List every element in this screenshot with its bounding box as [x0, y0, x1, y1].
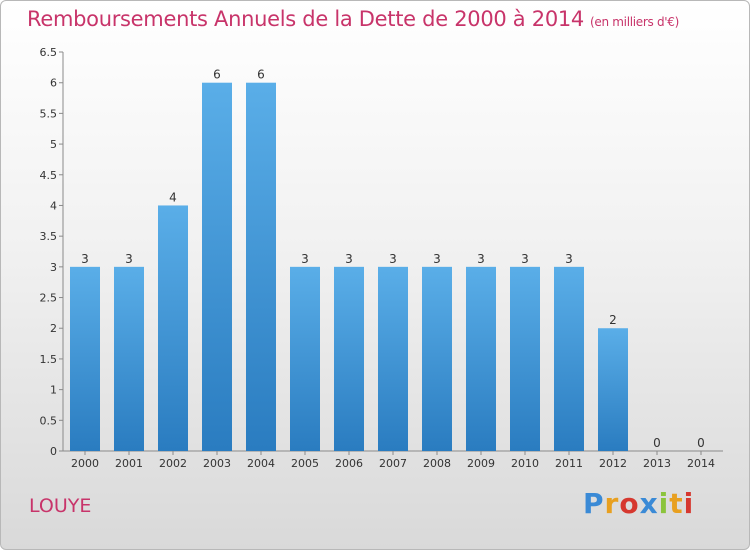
bar	[466, 266, 496, 451]
data-label: 3	[125, 252, 133, 266]
logo-letter: o	[619, 487, 640, 520]
y-tick-label: 2	[50, 322, 57, 335]
data-label: 3	[345, 252, 353, 266]
y-tick-label: 0	[50, 445, 57, 458]
data-label: 3	[81, 252, 89, 266]
x-tick-label: 2014	[687, 457, 715, 470]
x-tick-label: 2012	[599, 457, 627, 470]
logo-letter: i	[658, 487, 670, 520]
y-tick-label: 5.5	[40, 107, 58, 120]
data-label: 6	[257, 68, 265, 82]
data-label: 4	[169, 190, 177, 204]
bar	[246, 82, 276, 451]
y-tick-label: 1.5	[40, 353, 58, 366]
y-tick-label: 2.5	[40, 292, 58, 305]
chart-title-text: Remboursements Annuels de la Dette de 20…	[27, 7, 584, 31]
y-tick-label: 3	[50, 261, 57, 274]
bar	[158, 205, 188, 451]
y-tick-label: 4	[50, 199, 57, 212]
data-label: 3	[521, 252, 529, 266]
x-tick-label: 2010	[511, 457, 539, 470]
y-tick-label: 5	[50, 138, 57, 151]
bar	[70, 266, 100, 451]
logo-letter: r	[604, 487, 620, 520]
bar	[378, 266, 408, 451]
y-tick-label: 6.5	[40, 46, 58, 59]
x-tick-label: 2004	[247, 457, 275, 470]
logo-letter: t	[669, 487, 684, 520]
y-tick-label: 4.5	[40, 169, 58, 182]
bar	[114, 266, 144, 451]
data-label: 3	[433, 252, 441, 266]
bar	[598, 328, 628, 451]
x-tick-label: 2011	[555, 457, 583, 470]
bars: 3 3 4 6 6 3 3 3 3 3 3 3 2 0 0	[70, 68, 705, 451]
data-label: 0	[653, 436, 661, 450]
x-tick-label: 2013	[643, 457, 671, 470]
bar	[290, 266, 320, 451]
logo-letter: i	[683, 487, 695, 520]
x-tick-label: 2008	[423, 457, 451, 470]
data-label: 0	[697, 436, 705, 450]
logo-letter: P	[583, 487, 605, 520]
data-label: 6	[213, 68, 221, 82]
data-label: 2	[609, 313, 617, 327]
commune-name: LOUYE	[29, 495, 92, 517]
bar	[422, 266, 452, 451]
bar	[202, 82, 232, 451]
x-tick-label: 2003	[203, 457, 231, 470]
x-tick-label: 2005	[291, 457, 319, 470]
logo-letter: x	[639, 487, 659, 520]
y-tick-label: 0.5	[40, 414, 58, 427]
data-label: 3	[389, 252, 397, 266]
data-label: 3	[565, 252, 573, 266]
x-tick-label: 2002	[159, 457, 187, 470]
chart-title: Remboursements Annuels de la Dette de 20…	[27, 7, 679, 31]
bar	[510, 266, 540, 451]
bar	[554, 266, 584, 451]
y-tick-label: 6	[50, 77, 57, 90]
x-tick-label: 2001	[115, 457, 143, 470]
chart-unit: (en milliers d'€)	[590, 15, 680, 29]
y-tick-label: 3.5	[40, 230, 58, 243]
proxiti-logo: Proxiti	[583, 487, 694, 520]
data-label: 3	[301, 252, 309, 266]
x-tick-label: 2000	[71, 457, 99, 470]
x-tick-label: 2009	[467, 457, 495, 470]
bar	[334, 266, 364, 451]
x-tick-label: 2007	[379, 457, 407, 470]
y-tick-label: 1	[50, 384, 57, 397]
data-label: 3	[477, 252, 485, 266]
x-tick-label: 2006	[335, 457, 363, 470]
